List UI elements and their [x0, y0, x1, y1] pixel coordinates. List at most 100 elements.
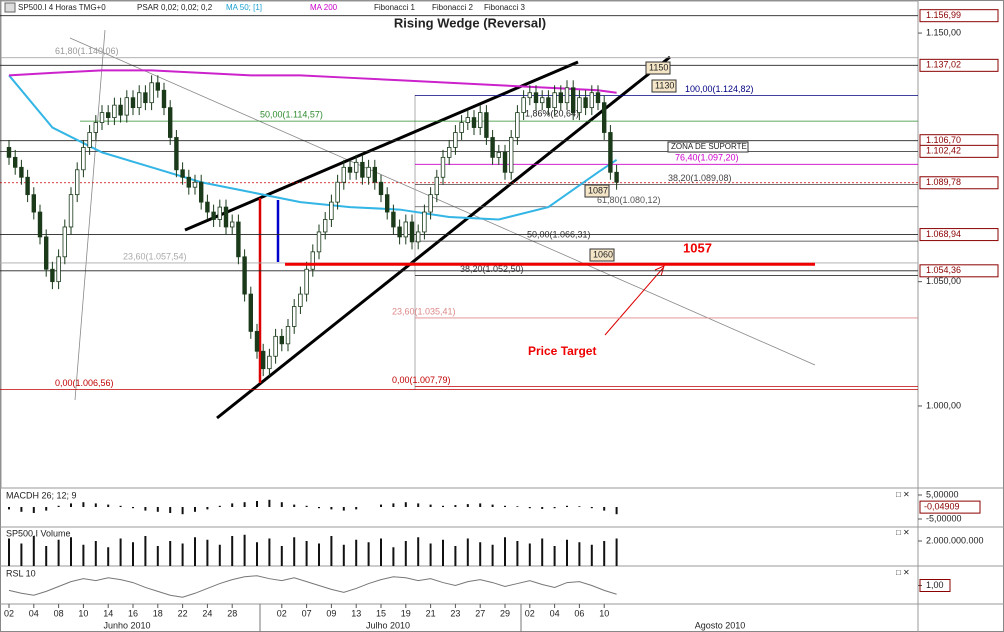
histogram-bar [181, 506, 184, 515]
candle-body [465, 117, 470, 123]
histogram-bar [342, 506, 345, 511]
histogram-bar [32, 536, 35, 566]
candle-body [583, 97, 588, 109]
histogram-bar [392, 547, 395, 566]
candle-body [471, 117, 477, 128]
drawings [69, 29, 816, 420]
candle-body [521, 97, 526, 114]
toolbar-item: Fibonacci 2 [432, 3, 473, 12]
candle-body [298, 293, 303, 307]
price-tag [589, 248, 615, 262]
candle-body [459, 122, 464, 133]
price-tag-label: 1150 [649, 62, 668, 72]
candle-body [87, 132, 92, 148]
candle-body [335, 181, 340, 203]
fib-label: 100,00(1.124,82) [685, 84, 754, 94]
histogram-bar [218, 544, 221, 566]
histogram-bar [194, 537, 196, 566]
level-box [919, 9, 999, 23]
zone-box [667, 141, 749, 153]
x-tick-label: 04 [550, 608, 560, 618]
panel-close: □ ✕ [896, 568, 910, 577]
candle-body [422, 211, 427, 233]
fib-label: 61,80(1.080,12) [597, 195, 661, 205]
histogram-bar [566, 505, 568, 507]
candle-body [19, 166, 24, 178]
histogram-bar [504, 505, 506, 507]
candle-body [446, 147, 452, 158]
candle-body [75, 169, 80, 196]
histogram-bar [231, 503, 234, 507]
histogram-bar [541, 506, 544, 509]
level-box [919, 58, 999, 72]
histogram-bar [132, 506, 134, 509]
histogram-bar [8, 538, 10, 566]
candle-body [602, 102, 607, 133]
histogram-bar [218, 505, 221, 507]
level-label: 1.137,02 [926, 60, 961, 70]
candle-body [527, 92, 532, 99]
histogram-bar [206, 539, 209, 566]
candle-body [403, 221, 408, 238]
candle-body [533, 92, 539, 104]
histogram-bar [355, 539, 358, 566]
candle-body [81, 147, 86, 171]
histogram-bar [566, 539, 568, 566]
candle-body [614, 171, 619, 183]
price-tag [651, 79, 677, 93]
histogram-bar [293, 537, 296, 566]
histogram-bar [380, 504, 382, 507]
candle-body [360, 161, 365, 178]
candle-body [260, 350, 266, 370]
histogram-bar [615, 506, 618, 515]
histogram-bar [45, 546, 48, 566]
level-label: 1.089,78 [926, 177, 961, 187]
fib-label: 0,00(1.006,56) [55, 378, 114, 388]
histogram-bar [429, 543, 432, 566]
candle-body [577, 97, 582, 114]
candle-body [608, 132, 613, 173]
chart-title: Rising Wedge (Reversal) [394, 15, 546, 30]
candle-body [409, 221, 415, 243]
candle-body [161, 89, 167, 109]
toolbar-item: SP500.I 4 Horas TMG+0 [18, 3, 106, 12]
histogram-bar [156, 546, 159, 566]
histogram-bar [330, 536, 333, 566]
candle-body [31, 194, 36, 213]
candle-body [186, 176, 191, 188]
candle-body [428, 194, 433, 213]
fib-label: 61,80(1.140,06) [55, 46, 119, 56]
candle-body [130, 97, 136, 109]
y-tick-label: 2.000.000.000 [926, 535, 984, 545]
histogram-bar [268, 538, 271, 566]
moving-average [8, 74, 618, 221]
panel-close: □ ✕ [896, 490, 910, 499]
histogram-bar [169, 506, 172, 513]
x-tick-label: 10 [599, 608, 609, 618]
histogram-bar [578, 506, 581, 507]
candle-body [571, 87, 576, 114]
candle-body [167, 107, 173, 138]
candle-body [434, 176, 439, 196]
level-box [919, 144, 999, 158]
candle-body [453, 132, 458, 148]
x-tick-label: 23 [450, 608, 460, 618]
histogram-bar [256, 500, 258, 507]
zone-label: ZONA DE SUPORTE [671, 142, 747, 151]
arrow [604, 267, 664, 336]
histogram-bar [20, 506, 23, 512]
candle-body [490, 137, 495, 158]
target-value: 1057 [683, 240, 712, 255]
toolbar-icon [4, 2, 16, 13]
histogram-bar [590, 544, 593, 566]
candle-body [254, 330, 260, 352]
trend-line [74, 29, 106, 401]
histogram-bar [70, 503, 72, 507]
price-tag [645, 61, 671, 75]
moving-average [8, 69, 617, 94]
histogram-bar [454, 505, 457, 507]
candle-body [285, 326, 291, 345]
histogram-bar [479, 503, 482, 507]
candle-body [136, 92, 142, 109]
